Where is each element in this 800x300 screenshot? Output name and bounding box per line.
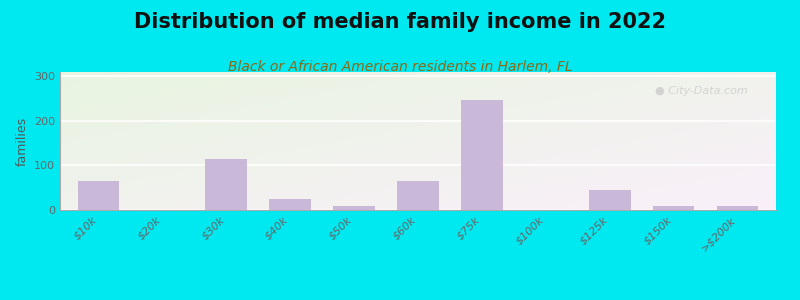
Bar (206, 159, 247, 210)
Bar (717, 206, 758, 210)
Bar (653, 206, 694, 210)
Y-axis label: families: families (15, 116, 29, 166)
Bar (270, 199, 311, 210)
Text: ● City-Data.com: ● City-Data.com (654, 86, 747, 96)
Bar (589, 190, 630, 210)
Bar (334, 206, 375, 210)
Bar (398, 181, 438, 210)
Bar (461, 100, 502, 210)
Bar (78, 181, 119, 210)
Text: Black or African American residents in Harlem, FL: Black or African American residents in H… (228, 60, 572, 74)
Text: Distribution of median family income in 2022: Distribution of median family income in … (134, 12, 666, 32)
